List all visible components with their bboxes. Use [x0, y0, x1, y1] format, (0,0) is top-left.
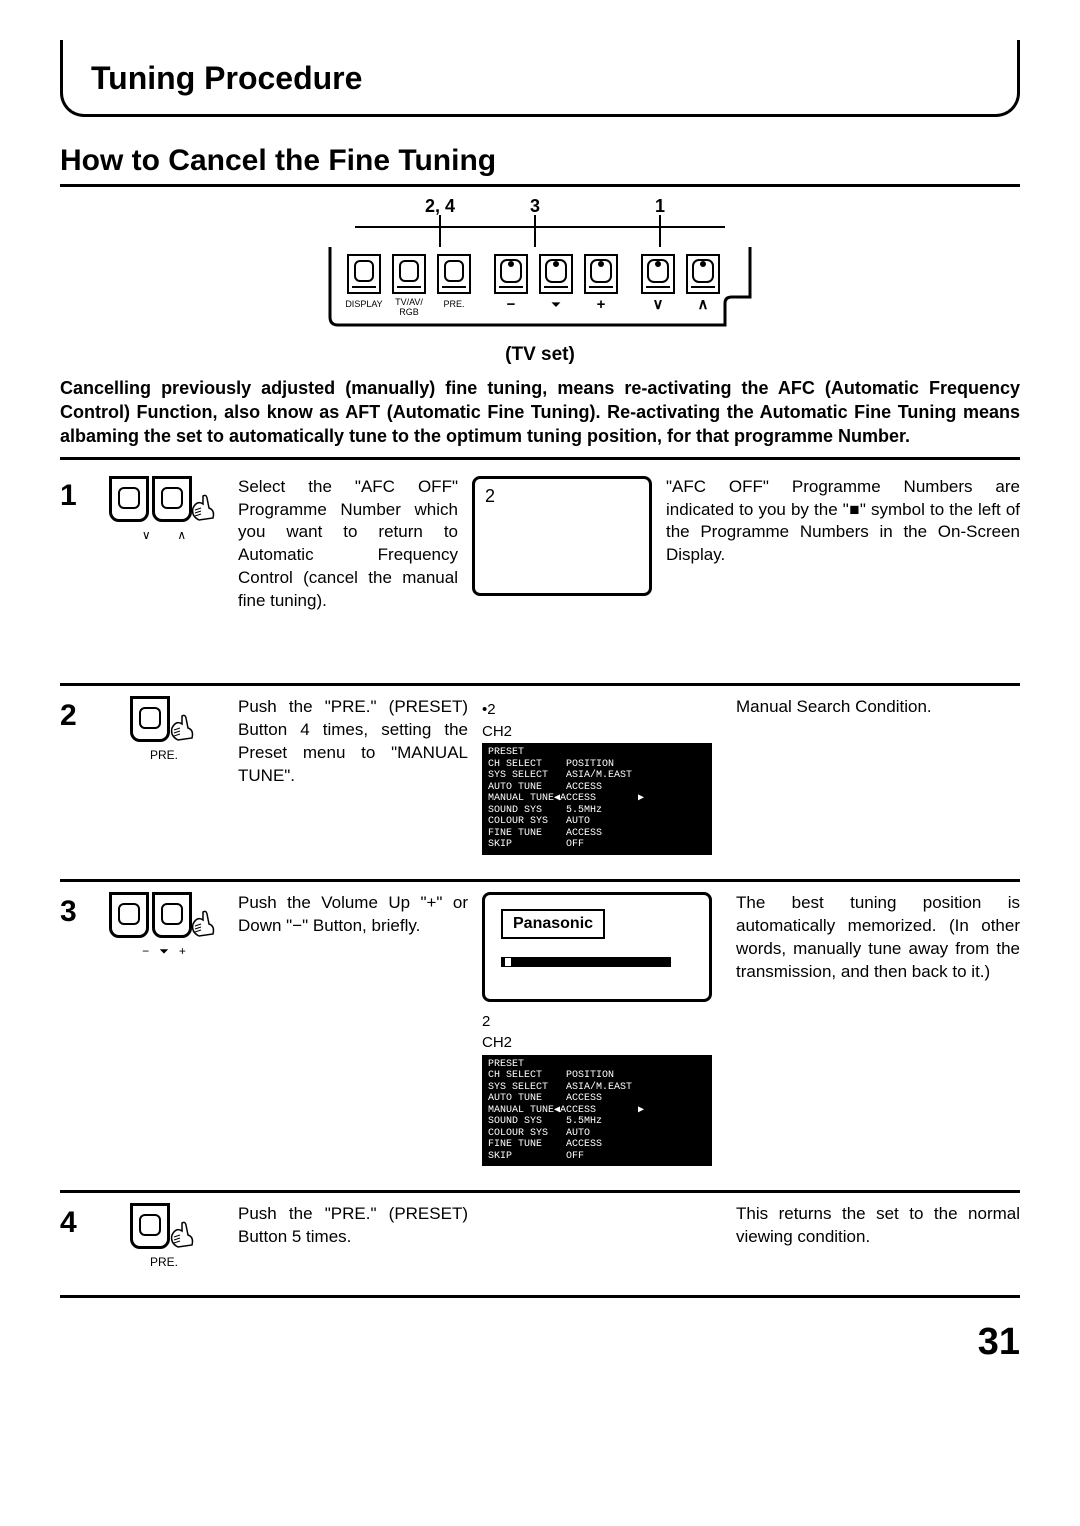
step-3-instruction: Push the Volume Up "+" or Down "−" Butto… [238, 892, 468, 938]
chan-label: CH2 [482, 1033, 722, 1053]
panasonic-screen: Panasonic [482, 892, 712, 1002]
chan-indicator: 2 [482, 1012, 722, 1032]
tv-panel-diagram: 2, 4 3 1 DISPLAY TV/AV/ RGB PRE. − ⏷ + ∨ [310, 197, 770, 368]
step-1-icons: ∨ ∧ [104, 476, 224, 614]
finger-press-icon [189, 910, 219, 940]
up-button-icon [152, 476, 192, 522]
step-4-instruction: Push the "PRE." (PRESET) Button 5 times. [238, 1203, 468, 1249]
step-4-note: This returns the set to the normal viewi… [736, 1203, 1020, 1249]
step-3-number: 3 [60, 892, 90, 931]
vol-up-button-icon [152, 892, 192, 938]
step-1-icon-labels: ∨ ∧ [104, 528, 224, 544]
finger-press-icon [168, 714, 198, 744]
panel-buttons [348, 255, 719, 293]
label-play: ⏷ [159, 944, 169, 958]
step-4-icons: PRE. [104, 1203, 224, 1271]
step-1-screen: 2 [472, 476, 652, 614]
step-4-row: 4 PRE. Push the "PRE." (PRESET) Button 5… [60, 1193, 1020, 1298]
page-number: 31 [60, 1318, 1020, 1367]
screen-box: 2 [472, 476, 652, 596]
label-minus: − [142, 944, 149, 958]
svg-text:+: + [597, 296, 606, 313]
preset-button-icon [130, 1203, 170, 1249]
section-title: Tuning Procedure [91, 58, 989, 100]
intro-paragraph: Cancelling previously adjusted (manually… [60, 376, 1020, 460]
label-up: ∧ [177, 528, 186, 542]
preset-button-icon [130, 696, 170, 742]
label-plus: + [179, 944, 186, 958]
step-2-icon-label: PRE. [104, 748, 224, 764]
step-2-screen: •2 CH2 PRESET CH SELECT POSITION SYS SEL… [482, 700, 722, 855]
step-4-number: 4 [60, 1203, 90, 1242]
step-2-number: 2 [60, 696, 90, 735]
down-button-icon [109, 476, 149, 522]
svg-text:PRE.: PRE. [443, 299, 464, 309]
step-3-icons: − ⏷ + [104, 892, 224, 960]
step-1-note: "AFC OFF" Programme Numbers are indicate… [666, 476, 1020, 614]
osd-menu: PRESET CH SELECT POSITION SYS SELECT ASI… [482, 743, 712, 855]
ref-3: 3 [530, 197, 540, 216]
step-2-row: 2 PRE. Push the "PRE." (PRESET) Button 4… [60, 686, 1020, 882]
svg-text:TV/AV/: TV/AV/ [395, 297, 423, 307]
svg-text:∧: ∧ [698, 296, 709, 313]
panasonic-label: Panasonic [501, 909, 605, 940]
step-1-instruction: Select the "AFC OFF" Programme Number wh… [238, 476, 458, 614]
step-1-number: 1 [60, 476, 90, 614]
svg-text:⏷: ⏷ [551, 297, 561, 312]
chan-label: CH2 [482, 722, 722, 742]
step-4-icon-label: PRE. [104, 1255, 224, 1271]
step-3-note: The best tuning position is automaticall… [736, 892, 1020, 984]
step-3-screen: Panasonic 2 CH2 PRESET CH SELECT POSITIO… [482, 892, 722, 1167]
section-title-frame: Tuning Procedure [60, 40, 1020, 117]
finger-press-icon [189, 494, 219, 524]
tuning-bar [501, 957, 671, 967]
screen-number: 2 [485, 486, 495, 506]
ref-1: 1 [655, 197, 665, 216]
svg-text:DISPLAY: DISPLAY [345, 299, 382, 309]
vol-down-button-icon [109, 892, 149, 938]
tv-panel-svg: 2, 4 3 1 DISPLAY TV/AV/ RGB PRE. − ⏷ + ∨ [320, 197, 760, 337]
svg-text:RGB: RGB [399, 307, 419, 317]
finger-press-icon [168, 1221, 198, 1251]
svg-text:−: − [507, 296, 516, 313]
step-3-row: 3 − ⏷ + Push the Volume Up "+" or Down "… [60, 882, 1020, 1194]
label-down: ∨ [142, 528, 151, 542]
tv-caption: (TV set) [310, 343, 770, 368]
step-2-instruction: Push the "PRE." (PRESET) Button 4 times,… [238, 696, 468, 788]
svg-text:∨: ∨ [653, 296, 664, 313]
step-1-row: 1 ∨ ∧ Select the "AFC OFF" Programme Num… [60, 470, 1020, 687]
chan-indicator: •2 [482, 700, 722, 720]
step-2-icons: PRE. [104, 696, 224, 764]
page-heading: How to Cancel the Fine Tuning [60, 141, 1020, 187]
step-2-note: Manual Search Condition. [736, 696, 1020, 719]
step-3-icon-labels: − ⏷ + [104, 944, 224, 960]
osd-menu: PRESET CH SELECT POSITION SYS SELECT ASI… [482, 1055, 712, 1167]
ref-24: 2, 4 [425, 197, 455, 216]
